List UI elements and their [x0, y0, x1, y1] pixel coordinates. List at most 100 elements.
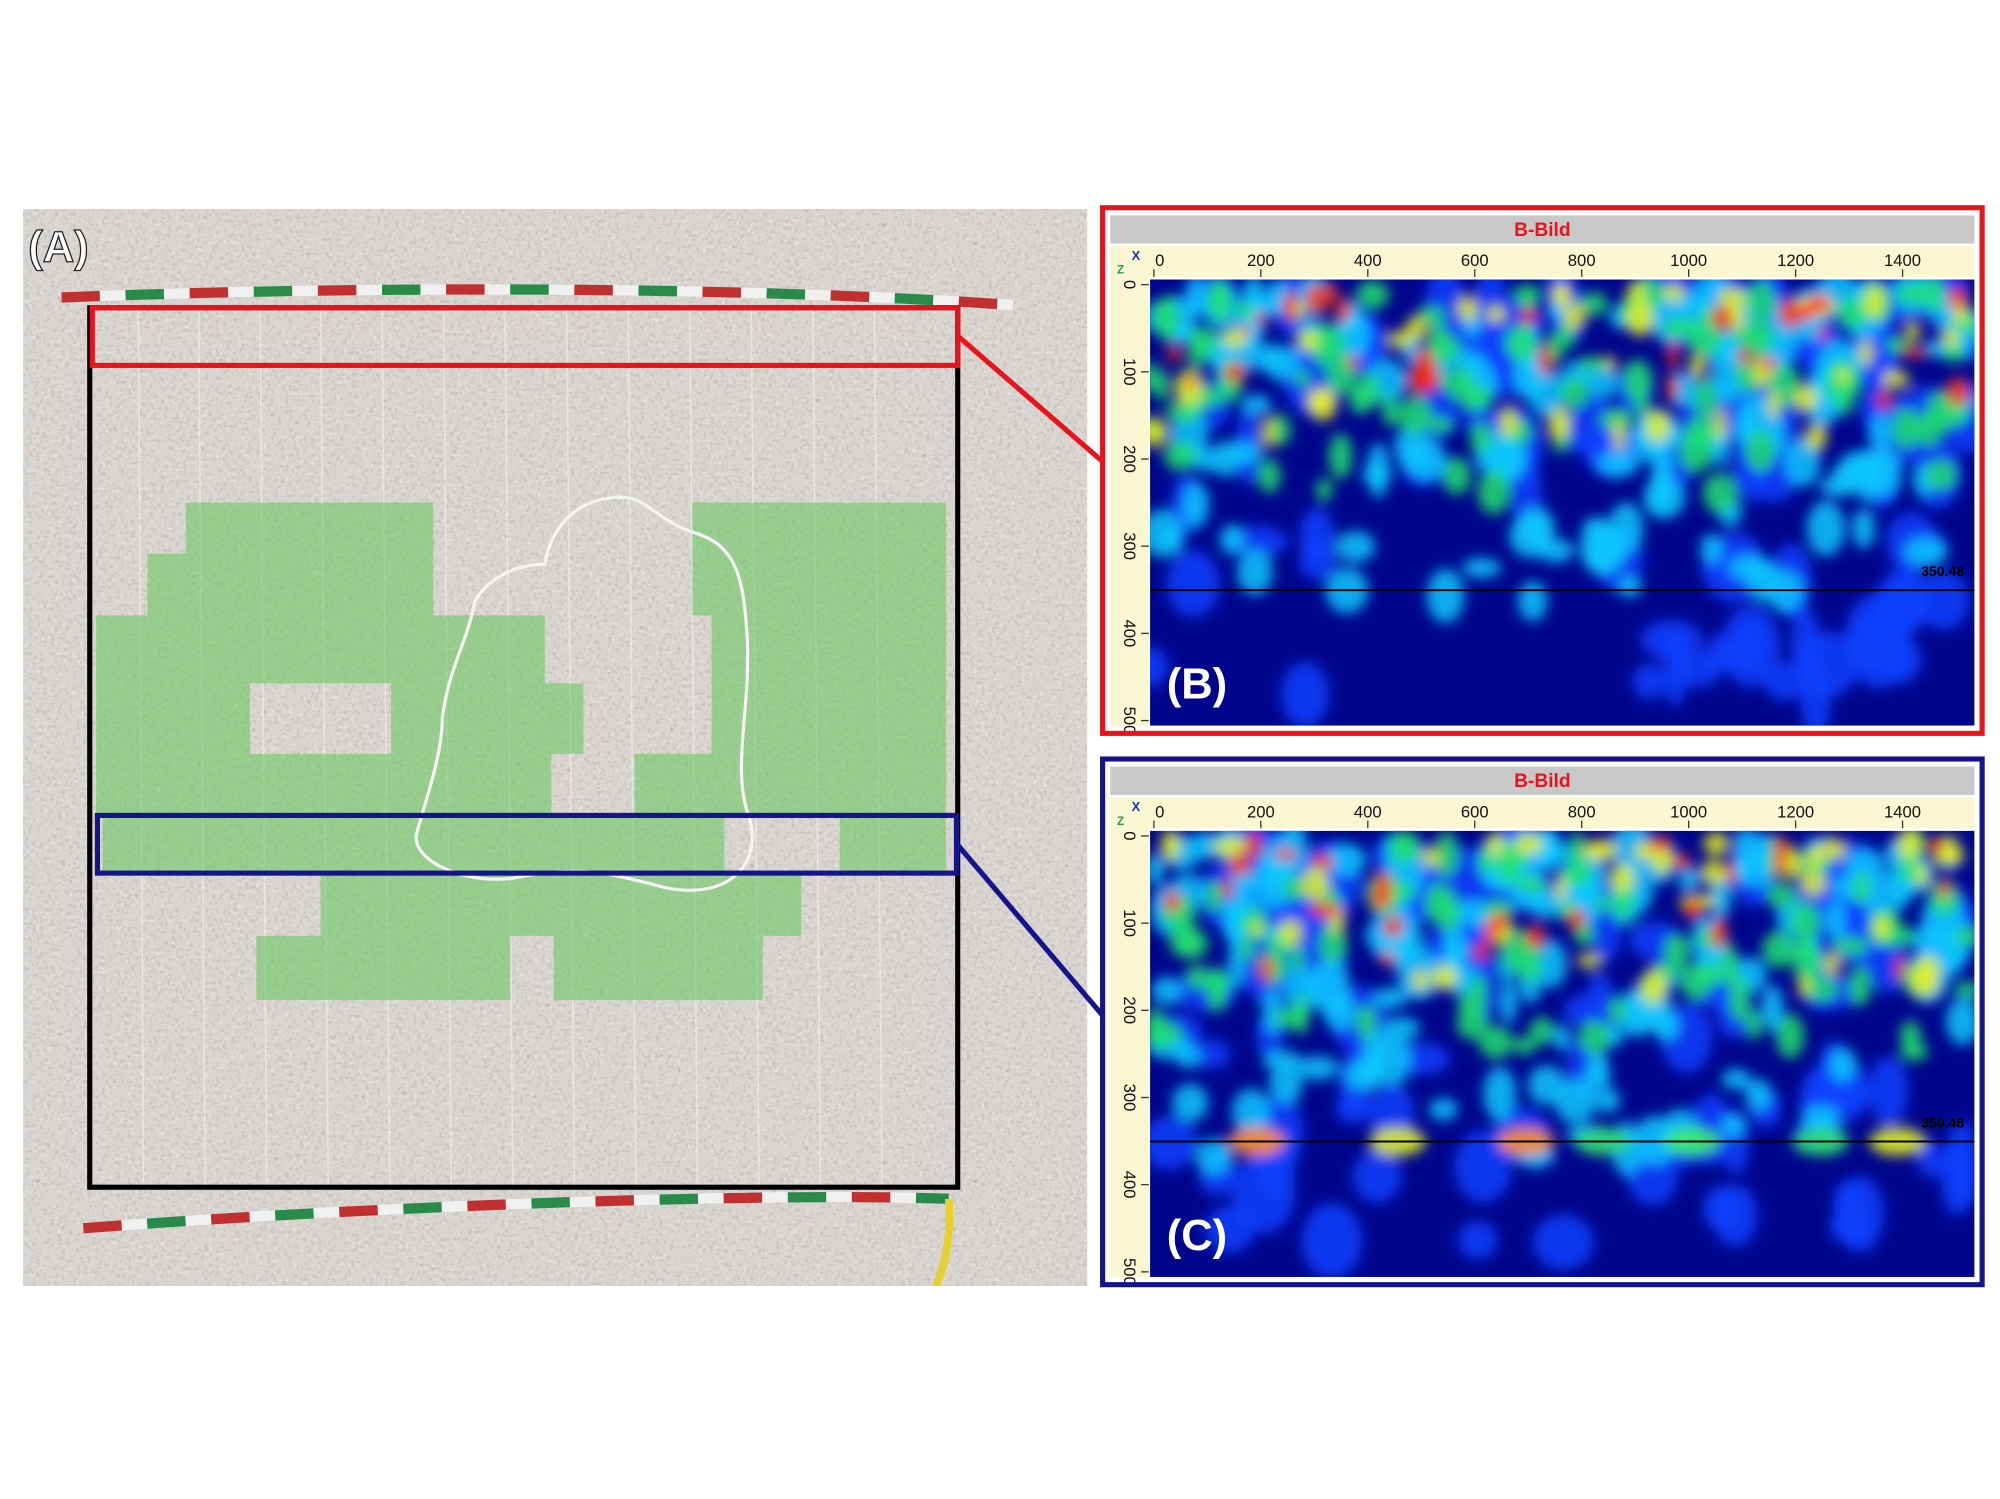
heatmap-blob — [1387, 881, 1416, 901]
heatmap-blob — [1388, 830, 1420, 865]
heatmap-blob — [1352, 1150, 1402, 1203]
heatmap-blob — [1747, 559, 1781, 603]
y-tick-label: 300 — [1120, 1084, 1139, 1112]
heatmap-blob — [1738, 394, 1773, 440]
heatmap-blob — [1343, 1060, 1386, 1091]
title-bar — [1110, 766, 1975, 795]
heatmap-blob — [1532, 1214, 1594, 1270]
heatmap-blob — [1698, 894, 1717, 908]
heatmap-blob — [1247, 297, 1276, 319]
heatmap-blob — [1609, 997, 1627, 1023]
heatmap-blob — [1257, 458, 1281, 493]
heatmap-blob — [1553, 1024, 1571, 1052]
heatmap-blob — [1356, 372, 1381, 410]
tape-measures — [61, 284, 1014, 1286]
heatmap-blob — [1225, 441, 1264, 465]
x-tick-label: 400 — [1354, 251, 1382, 270]
heatmap-blob — [1703, 831, 1730, 856]
heatmap-blob — [1744, 1078, 1772, 1112]
y-tick-label: 400 — [1120, 619, 1139, 647]
heatmap-blob — [1727, 301, 1745, 333]
heatmap-blob — [1451, 965, 1479, 998]
heatmap-blob — [1150, 509, 1184, 558]
heatmap-blob — [1627, 281, 1646, 304]
heatmap-blob — [1689, 354, 1706, 378]
heatmap-blob — [1328, 433, 1353, 479]
heatmap-blob — [1925, 458, 1958, 491]
heatmap-blob — [1663, 933, 1690, 969]
x-tick-label: 800 — [1568, 802, 1596, 821]
heatmap-blob — [1294, 993, 1309, 1036]
heatmap-blob — [1285, 967, 1319, 1015]
heatmap-blob — [1578, 1020, 1610, 1055]
heatmap-blob — [1868, 1056, 1909, 1125]
heatmap-blob — [1679, 963, 1713, 1001]
heatmap-blob — [1746, 280, 1776, 321]
heatmap-blob — [1517, 581, 1548, 622]
x-tick-label: 0 — [1155, 251, 1164, 270]
heatmap-blob — [1194, 1039, 1231, 1069]
heatmap-blob — [1789, 902, 1822, 941]
heatmap-blob — [1932, 853, 1953, 866]
heatmap-blob — [1486, 831, 1504, 857]
heatmap-blob — [1828, 1047, 1857, 1082]
heatmap-blob — [1240, 325, 1251, 336]
heatmap-blob — [1167, 345, 1181, 362]
heatmap-blob — [1712, 1184, 1758, 1247]
heatmap-blob — [1525, 924, 1545, 949]
heatmap-blob — [1583, 363, 1618, 399]
connector — [955, 843, 1105, 1018]
heatmap-blob — [1954, 981, 1975, 999]
heatmap-blob — [1442, 457, 1471, 495]
heatmap-blob — [1163, 441, 1198, 471]
y-axis-bar — [1110, 797, 1149, 1277]
x-tick-label: 200 — [1247, 251, 1275, 270]
heatmap-blob — [1505, 325, 1538, 362]
heatmap-blob — [1939, 877, 1950, 899]
heatmap-blob — [1910, 966, 1939, 998]
heatmap-blob — [1584, 1061, 1611, 1092]
heatmap-blob — [1356, 1004, 1377, 1040]
heatmap-blob — [1852, 508, 1875, 549]
heatmap-blob — [1595, 895, 1610, 914]
heatmap-blob — [1150, 1116, 1197, 1170]
heatmap-blobs — [1150, 279, 1975, 726]
heatmap-blob — [1369, 1083, 1415, 1142]
heatmap-blob — [1195, 1138, 1233, 1175]
heatmap-blob — [1852, 871, 1870, 905]
panel-border — [1100, 756, 1985, 1288]
heatmap-blob — [1397, 396, 1433, 435]
heatmap-blob — [1483, 1066, 1517, 1122]
heatmap-blob — [1234, 301, 1254, 319]
heatmap-blob — [1508, 514, 1554, 559]
heatmap-blob — [1186, 374, 1199, 390]
heatmap-blob — [1520, 307, 1537, 325]
heatmap-blob — [1190, 831, 1220, 860]
heatmap-blob — [1529, 893, 1567, 919]
heatmap-blob — [1318, 924, 1348, 964]
heatmap-blob — [1426, 331, 1459, 364]
heatmap-blob — [1469, 421, 1493, 454]
heatmap-blob — [1462, 557, 1502, 579]
connector — [956, 333, 1105, 464]
heatmap-blob — [1150, 1020, 1182, 1047]
heatmap-blob — [1654, 439, 1673, 495]
heatmap-blob — [1613, 419, 1626, 452]
heatmap-blob — [1941, 344, 1968, 362]
bscan-panel: B-Bild XZ 350.48 0 200 400 600 800 1000 1200 1400 0… — [1100, 756, 1985, 1288]
heatmap-blob — [1429, 1097, 1458, 1121]
heatmap-blob — [1230, 868, 1259, 900]
y-tick-label: 300 — [1120, 532, 1139, 560]
heatmap-blob — [1548, 407, 1571, 440]
heatmap-blob — [1720, 1114, 1746, 1138]
heatmap-blob — [1255, 310, 1266, 326]
heatmap-blob — [1335, 297, 1351, 323]
heatmap-blob — [1561, 862, 1593, 886]
heatmap-blob — [1700, 533, 1723, 564]
heatmap-blob — [1422, 846, 1440, 868]
heatmap-blob — [1767, 389, 1780, 419]
heatmap-blob — [1859, 339, 1873, 367]
heatmap-blob — [1498, 406, 1518, 436]
